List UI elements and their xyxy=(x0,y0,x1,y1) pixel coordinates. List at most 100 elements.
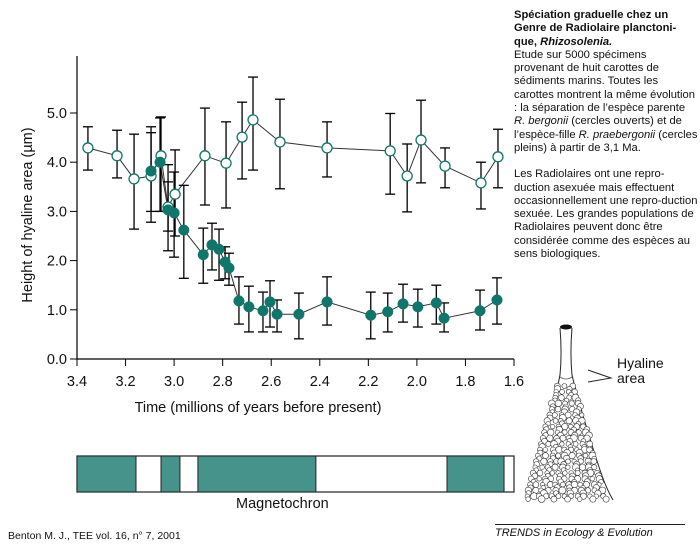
filled-circle-point xyxy=(321,296,333,308)
radiolarian-cell xyxy=(565,464,571,470)
radiolarian-cell xyxy=(536,476,542,482)
open-circle-point xyxy=(128,173,140,185)
radiolarian-cell xyxy=(551,412,558,418)
radiolarian-cell xyxy=(574,470,581,476)
axes xyxy=(76,56,514,360)
y-tick-label: 3.0 xyxy=(47,204,67,220)
open-circle-point xyxy=(169,188,181,200)
open-circle-point xyxy=(111,150,123,162)
x-tick-label: 2.4 xyxy=(310,374,330,390)
open-circle-point xyxy=(384,145,396,157)
filled-circle-point xyxy=(382,306,394,318)
radiolarian-cell xyxy=(602,495,610,503)
magnetochron-label: Magnetochron xyxy=(236,496,329,512)
radiolarian-cell xyxy=(546,434,554,442)
filled-circle-point xyxy=(178,224,190,236)
hyaline-label-line1: Hyaline xyxy=(617,355,664,371)
radiolarian-cell xyxy=(562,470,568,476)
open-circle-point xyxy=(439,160,451,172)
magnetochron-normal-interval xyxy=(197,455,317,493)
caption-paragraph-1: Etude sur 5000 spécimens provenant de hu… xyxy=(514,49,698,155)
radiolarian-cell xyxy=(554,399,563,408)
radiolarian-cell xyxy=(558,486,567,495)
radiolarian-cell xyxy=(564,495,571,503)
y-tick-label: 4.0 xyxy=(47,155,67,171)
x-tick-label: 3.4 xyxy=(67,374,87,390)
caption-p1-a: Etude sur 5000 spécimens provenant de hu… xyxy=(514,48,695,115)
filled-circle-point xyxy=(223,262,235,274)
radiolarian-cell xyxy=(589,495,597,503)
radiolarian-cell xyxy=(552,417,559,424)
magnetochron-normal-interval xyxy=(160,455,181,493)
open-circle-point xyxy=(274,136,286,148)
radiolarian-cell xyxy=(577,496,583,502)
hyaline-label-line2: area xyxy=(617,370,646,386)
radiolarian-illustration xyxy=(524,324,614,503)
hyaline-area xyxy=(558,375,574,380)
journal-name: TRENDS in Ecology & Evolution xyxy=(495,524,685,539)
radiolarian-cell xyxy=(591,464,598,471)
radiolarian-cell xyxy=(582,452,589,459)
x-ticks: 3.4 3.2 3.0 2.8 2.6 2.4 2.2 2.0 1.8 1.6 xyxy=(67,359,524,390)
magnetochron-bar xyxy=(76,455,515,493)
radiolarian-cell xyxy=(568,400,575,407)
radiolarian-cell xyxy=(537,495,546,503)
x-tick-label: 2.8 xyxy=(213,374,233,390)
caption-species-2: R. praebergonii xyxy=(578,128,656,141)
radiolarian-cell xyxy=(536,469,544,477)
x-axis-label: Time (millions of years before present) xyxy=(135,400,382,416)
radiolarian-cell xyxy=(555,493,562,500)
radiolarian-cell xyxy=(590,458,597,465)
filled-circle-point xyxy=(197,249,209,261)
open-circle-point xyxy=(236,131,248,143)
caption-title: Spéciation graduelle chez un Genre de Ra… xyxy=(514,9,698,49)
data-points xyxy=(82,114,504,324)
filled-circle-point xyxy=(213,243,225,255)
radiolarian-cell xyxy=(568,452,576,460)
caption-title-bold: Spéciation graduelle chez un Genre de Ra… xyxy=(514,9,677,48)
open-circle-point xyxy=(199,150,211,162)
radiolarian-cell xyxy=(549,424,556,430)
radiolarian-cell xyxy=(579,463,587,471)
y-tick-label: 2.0 xyxy=(47,254,67,270)
y-tick-label: 0.0 xyxy=(47,352,67,368)
open-circle-point xyxy=(415,134,427,146)
open-circle-point xyxy=(401,170,413,182)
filled-circle-point xyxy=(264,296,276,308)
filled-circle-point xyxy=(233,295,245,307)
radiolarian-cell xyxy=(586,440,594,448)
y-tick-label: 5.0 xyxy=(47,106,67,122)
x-tick-label: 1.8 xyxy=(455,374,475,390)
open-circle-point xyxy=(220,157,232,169)
radiolarian-cell xyxy=(561,383,568,389)
filled-circle-point xyxy=(438,312,450,324)
radiolarian-cell xyxy=(565,458,571,465)
x-tick-label: 2.2 xyxy=(358,374,378,390)
radiolarian-cells xyxy=(524,382,610,503)
radiolarian-cell xyxy=(559,388,565,395)
open-circle-point xyxy=(475,177,487,189)
filled-circle-point xyxy=(474,305,486,317)
radiolarian-cell xyxy=(542,452,549,459)
radiolarian-cell xyxy=(549,470,555,476)
radiolarian-cell xyxy=(558,394,565,401)
x-tick-label: 3.0 xyxy=(164,374,184,390)
radiolarian-cell xyxy=(545,441,552,447)
magnetochron-normal-interval xyxy=(76,455,137,493)
radiolarian-cell xyxy=(542,447,548,453)
caption-text: Spéciation graduelle chez un Genre de Ra… xyxy=(514,9,698,261)
caption-title-genus: Rhizosolenia. xyxy=(540,35,613,48)
radiolarian-cell xyxy=(572,441,579,447)
hyaline-label: Hyaline area xyxy=(617,356,664,386)
radiolarian-cell xyxy=(540,457,548,465)
filled-circle-point xyxy=(365,309,377,321)
open-circle-point xyxy=(247,114,259,126)
radiolarian-cell xyxy=(546,481,554,488)
radiolarian-cell xyxy=(559,441,565,447)
radiolarian-cell xyxy=(579,412,585,418)
y-axis-label: Height of hyaline area (µm) xyxy=(20,127,36,302)
filled-circle-point xyxy=(430,297,442,309)
caption-p1-b: (cercles ouverts) et de l’espèce-fille xyxy=(514,115,682,141)
radiolarian-cell xyxy=(550,495,558,503)
radiolarian-cell xyxy=(560,481,566,488)
